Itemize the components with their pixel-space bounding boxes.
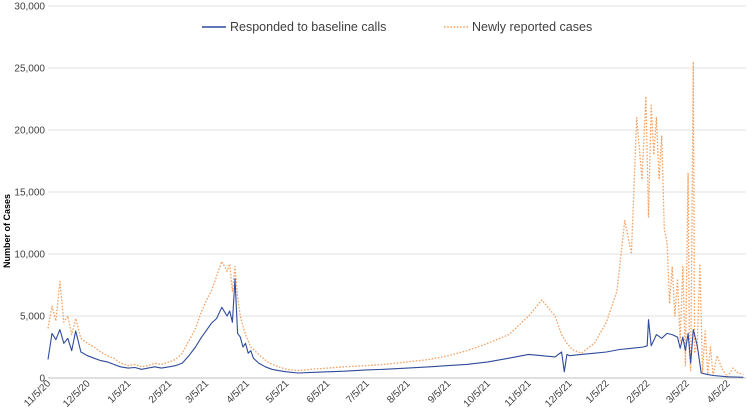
x-tick-label: 12/5/21 bbox=[543, 378, 575, 410]
x-tick-label: 3/5/22 bbox=[664, 378, 692, 406]
gridlines bbox=[48, 5, 746, 317]
x-tick-label: 9/5/21 bbox=[426, 378, 454, 406]
x-tick-label: 5/5/21 bbox=[264, 378, 292, 406]
y-tick-label: 10,000 bbox=[14, 250, 45, 261]
x-tick-label: 2/5/21 bbox=[147, 378, 175, 406]
y-axis-tick-labels: 0 5,000 10,000 15,000 20,000 25,000 30,000 bbox=[14, 2, 45, 385]
x-tick-label: 12/5/20 bbox=[61, 378, 93, 410]
x-tick-label: 1/5/22 bbox=[584, 378, 612, 406]
x-axis-tick-labels: 11/5/20 12/5/20 1/5/21 2/5/21 3/5/21 4/5/21 5/… bbox=[22, 378, 733, 410]
x-tick-label: 10/5/21 bbox=[462, 378, 494, 410]
y-tick-label: 15,000 bbox=[14, 188, 45, 199]
y-tick-label: 25,000 bbox=[14, 64, 45, 75]
y-tick-label: 0 bbox=[39, 374, 45, 385]
x-tick-label: 11/5/20 bbox=[22, 378, 53, 409]
x-tick-label: 4/5/22 bbox=[705, 378, 733, 406]
series-line-newly-reported-cases bbox=[47, 61, 744, 378]
x-tick-label: 11/5/21 bbox=[503, 378, 534, 409]
x-tick-label: 8/5/21 bbox=[385, 378, 413, 406]
x-tick-label: 3/5/21 bbox=[184, 378, 212, 406]
y-axis-title: Number of Cases bbox=[2, 194, 12, 268]
x-tick-label: 7/5/21 bbox=[344, 378, 372, 406]
legend-label-newly-reported-cases: Newly reported cases bbox=[472, 20, 592, 34]
x-tick-label: 1/5/21 bbox=[106, 378, 134, 406]
x-tick-label: 6/5/21 bbox=[305, 378, 333, 406]
y-tick-label: 30,000 bbox=[14, 2, 45, 13]
y-tick-label: 20,000 bbox=[14, 126, 45, 137]
x-tick-label: 4/5/21 bbox=[225, 378, 253, 406]
series-line-responded-to-baseline-calls bbox=[47, 278, 744, 378]
legend-label-responded-to-baseline-calls: Responded to baseline calls bbox=[230, 20, 386, 34]
y-tick-label: 5,000 bbox=[20, 312, 45, 323]
x-tick-label: 2/5/22 bbox=[625, 378, 653, 406]
legend: Responded to baseline calls Newly report… bbox=[202, 20, 592, 34]
series-lines bbox=[47, 61, 744, 378]
